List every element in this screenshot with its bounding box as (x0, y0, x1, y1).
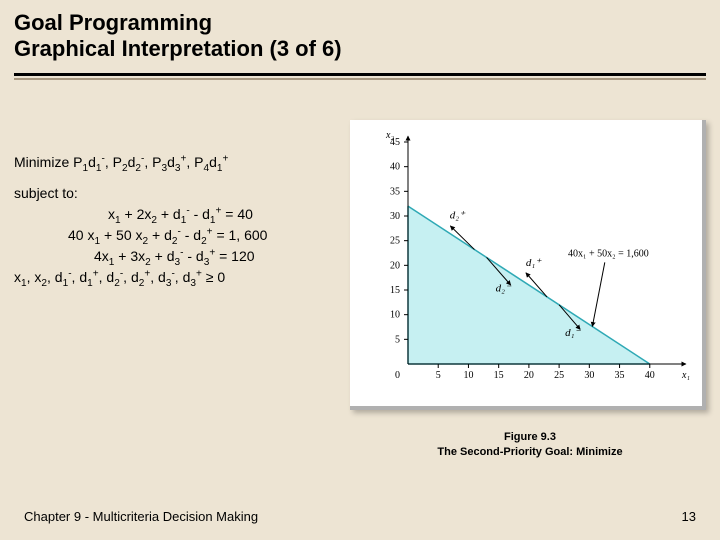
svg-text:35: 35 (615, 370, 625, 381)
page-number: 13 (682, 509, 696, 524)
constraint-lines: x1 + 2x2 + d1- - d1+ = 4040 x1 + 50 x2 +… (14, 204, 344, 288)
constraint-line: x1 + 2x2 + d1- - d1+ = 40 (14, 204, 344, 225)
rule-light (14, 78, 706, 80)
svg-text:20: 20 (390, 260, 400, 271)
svg-text:30: 30 (584, 370, 594, 381)
slide-header: Goal Programming Graphical Interpretatio… (0, 0, 720, 69)
footer-chapter: Chapter 9 - Multicriteria Decision Makin… (24, 509, 258, 524)
caption-line-2: The Second-Priority Goal: Minimize (437, 446, 622, 458)
svg-text:30: 30 (390, 211, 400, 222)
subject-to-label: subject to: (14, 183, 344, 204)
minimize-label: Minimize (14, 154, 73, 170)
svg-text:x₂: x₂ (385, 130, 394, 141)
figure-panel: 510152025303540510152025303540450x₂x₁d₂⁺… (350, 120, 702, 406)
svg-text:25: 25 (390, 236, 400, 247)
svg-text:15: 15 (390, 285, 400, 296)
svg-text:5: 5 (436, 370, 441, 381)
svg-text:40: 40 (645, 370, 655, 381)
constraint-line: 4x1 + 3x2 + d3- - d3+ = 120 (14, 246, 344, 267)
svg-text:0: 0 (395, 370, 400, 381)
chart-svg: 510152025303540510152025303540450x₂x₁d₂⁺… (350, 120, 702, 406)
svg-text:40x₁ + 50x₂ = 1,600: 40x₁ + 50x₂ = 1,600 (568, 248, 649, 259)
caption-line-1: Figure 9.3 (504, 431, 556, 443)
svg-text:d₂⁺: d₂⁺ (450, 210, 466, 222)
svg-text:10: 10 (463, 370, 473, 381)
svg-text:d₁⁺: d₁⁺ (526, 257, 542, 269)
svg-text:25: 25 (554, 370, 564, 381)
slide-title: Goal Programming Graphical Interpretatio… (14, 10, 706, 63)
svg-text:d₁⁻: d₁⁻ (565, 327, 581, 339)
constraint-line: 40 x1 + 50 x2 + d2- - d2+ = 1, 600 (14, 225, 344, 246)
svg-text:5: 5 (395, 334, 400, 345)
svg-text:20: 20 (524, 370, 534, 381)
constraint-line: x1, x2, d1-, d1+, d2-, d2+, d3-, d3+ ≥ 0 (14, 267, 344, 288)
svg-text:40: 40 (390, 162, 400, 173)
rule-dark (14, 73, 706, 76)
svg-text:d₂⁻: d₂⁻ (496, 283, 512, 295)
objective-terms: P1d1-, P2d2-, P3d3+, P4d1+ (73, 154, 228, 170)
svg-text:35: 35 (390, 186, 400, 197)
math-content: Minimize P1d1-, P2d2-, P3d3+, P4d1+ subj… (14, 152, 344, 288)
svg-text:10: 10 (390, 310, 400, 321)
objective-function: Minimize P1d1-, P2d2-, P3d3+, P4d1+ (14, 152, 344, 173)
svg-text:15: 15 (494, 370, 504, 381)
svg-text:x₁: x₁ (681, 370, 690, 381)
figure-shadow: 510152025303540510152025303540450x₂x₁d₂⁺… (350, 120, 706, 410)
title-line-1: Goal Programming (14, 10, 212, 35)
constraints-block: subject to: x1 + 2x2 + d1- - d1+ = 4040 … (14, 183, 344, 288)
figure-caption: Figure 9.3 The Second-Priority Goal: Min… (360, 430, 700, 460)
title-line-2: Graphical Interpretation (3 of 6) (14, 36, 342, 61)
